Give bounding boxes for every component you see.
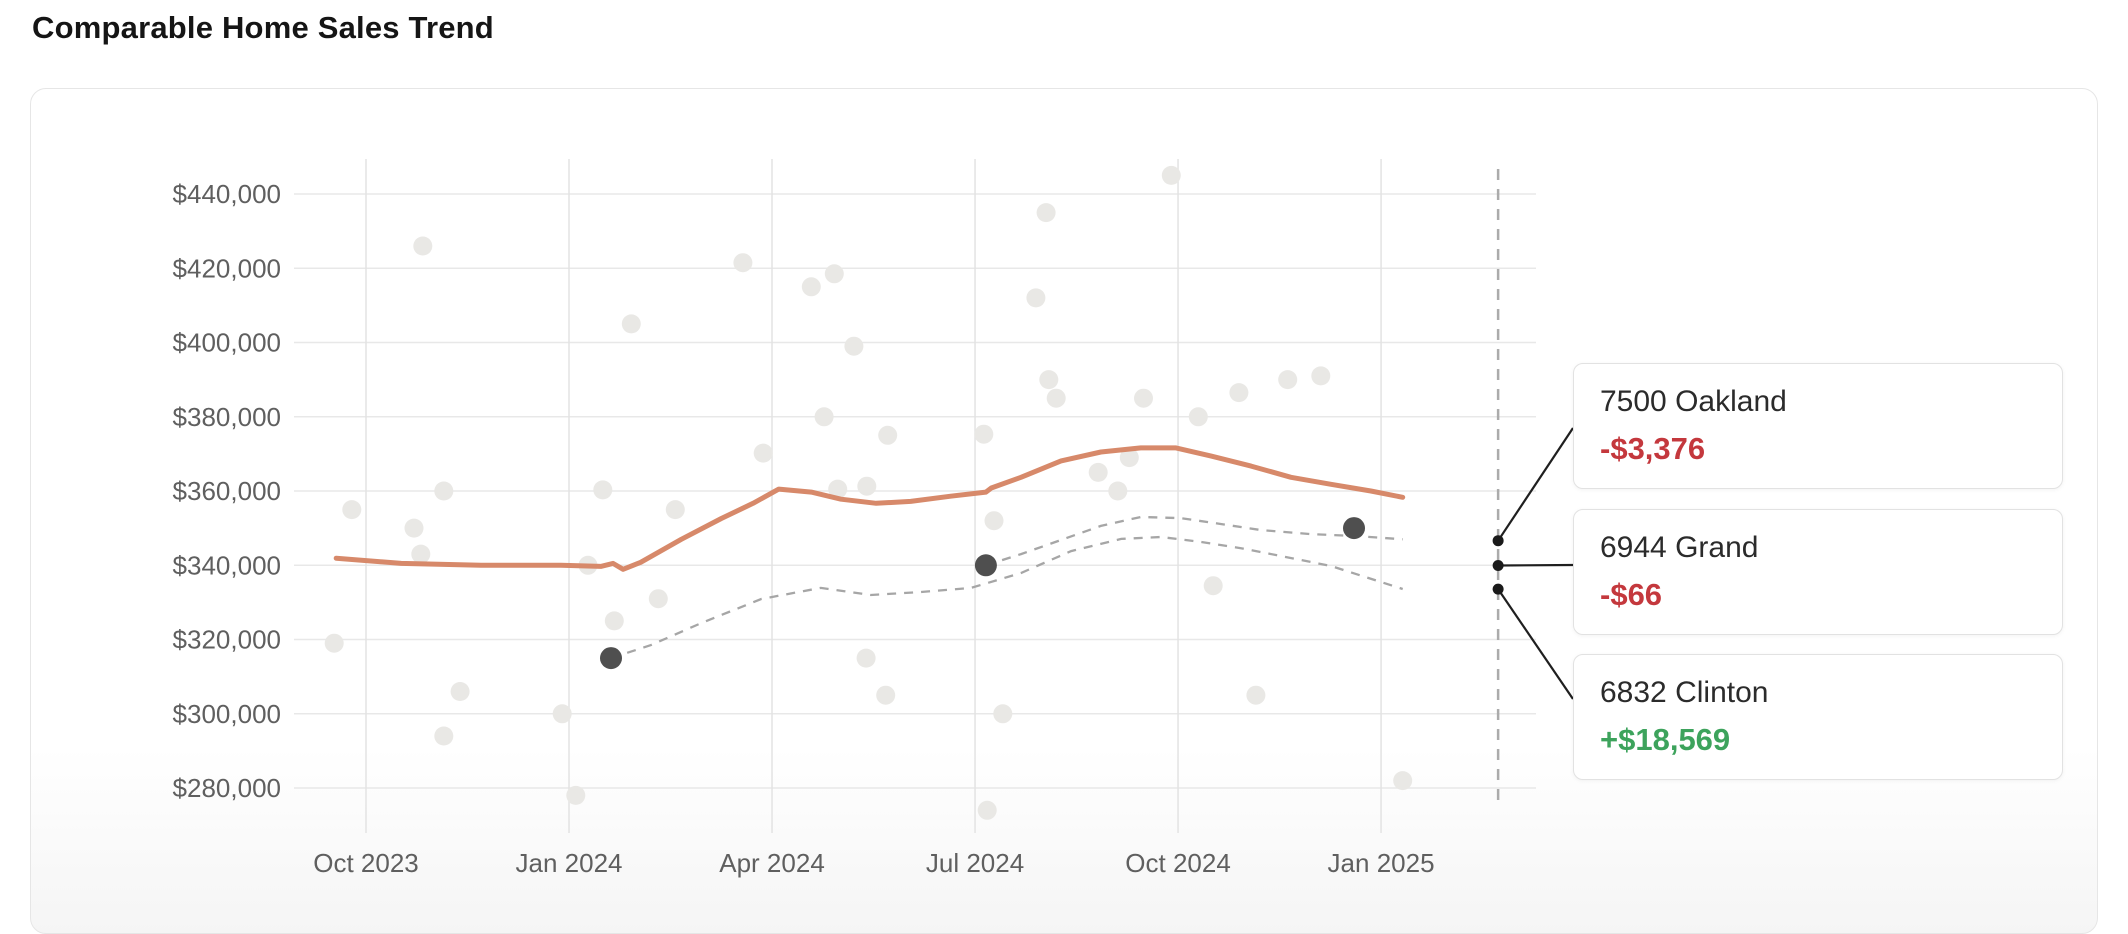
callout-delta: -$66 xyxy=(1600,577,1663,612)
subject-sale-dot[interactable] xyxy=(600,647,622,670)
comp-sale-dot[interactable] xyxy=(552,704,572,724)
comp-sale-dot[interactable] xyxy=(977,800,997,820)
comp-sale-dot[interactable] xyxy=(1088,462,1108,482)
comp-sale-dot[interactable] xyxy=(856,648,876,668)
callout-address: 6832 Clinton xyxy=(1600,676,1769,709)
market-trend-line xyxy=(333,445,1406,572)
callout-connector xyxy=(1498,563,1574,567)
comp-sale-dot[interactable] xyxy=(1134,388,1153,408)
y-tick-label: $320,000 xyxy=(173,625,281,655)
y-tick-label: $420,000 xyxy=(173,253,281,283)
comp-sale-dot[interactable] xyxy=(753,443,773,463)
callout-delta: -$3,376 xyxy=(1600,431,1706,466)
comp-sale-dot[interactable] xyxy=(1119,448,1139,468)
callout-delta: +$18,569 xyxy=(1600,722,1731,757)
estimate-point[interactable] xyxy=(1492,583,1504,595)
home-sales-chart: $440,000 $420,000 $400,000 $380,000 $360,000… xyxy=(173,159,1574,878)
comp-sale-dot[interactable] xyxy=(984,511,1004,531)
comp-sale-dot[interactable] xyxy=(1188,407,1208,427)
y-tick-label: $440,000 xyxy=(173,179,281,209)
y-tick-label: $340,000 xyxy=(173,550,281,580)
callout-address: 7500 Oakland xyxy=(1600,385,1787,418)
comp-sale-dot[interactable] xyxy=(733,253,753,273)
comp-sale-dot[interactable] xyxy=(1229,383,1249,403)
callout-card: 6944 Grand -$66 xyxy=(1573,509,2063,635)
comp-sale-dot[interactable] xyxy=(857,476,877,496)
comp-sale-dot[interactable] xyxy=(1203,576,1223,596)
comp-sale-dot[interactable] xyxy=(604,611,624,631)
subject-sale-dot[interactable] xyxy=(974,554,997,577)
comp-sale-dot[interactable] xyxy=(593,480,613,500)
comp-trend-line-clinton xyxy=(610,535,1404,660)
comp-sale-dot[interactable] xyxy=(404,518,424,538)
x-tick-label: Apr 2024 xyxy=(719,848,825,878)
comp-sale-dot[interactable] xyxy=(566,785,586,805)
comp-sale-dot[interactable] xyxy=(974,424,994,444)
callout-address: 6944 Grand xyxy=(1600,531,1759,564)
y-tick-label: $380,000 xyxy=(173,402,281,432)
callout-connector xyxy=(1497,588,1574,700)
comp-sale-dot[interactable] xyxy=(801,277,821,297)
comp-sale-dot[interactable] xyxy=(814,407,834,427)
comp-sale-dot[interactable] xyxy=(1036,203,1056,223)
comp-sale-dot[interactable] xyxy=(1108,481,1128,501)
callout-card: 7500 Oakland -$3,376 xyxy=(1573,363,2063,489)
comparable-sales-card: $440,000 $420,000 $400,000 $380,000 $360,000… xyxy=(30,88,2098,934)
comp-sale-dot[interactable] xyxy=(1278,370,1298,390)
comp-sale-dot[interactable] xyxy=(621,314,641,334)
comp-sale-dot[interactable] xyxy=(824,264,844,284)
comp-sale-dot[interactable] xyxy=(648,589,668,609)
comp-sale-dot[interactable] xyxy=(1046,388,1066,408)
x-tick-label: Oct 2024 xyxy=(1125,848,1231,878)
y-tick-label: $400,000 xyxy=(173,328,281,358)
comp-sale-dot[interactable] xyxy=(413,236,433,256)
comp-sale-dot[interactable] xyxy=(844,336,864,356)
comp-sale-dot[interactable] xyxy=(993,704,1013,724)
y-tick-label: $300,000 xyxy=(173,699,281,729)
estimate-point[interactable] xyxy=(1492,560,1504,571)
comp-trend-line-grand xyxy=(985,515,1403,567)
subject-sale-dot[interactable] xyxy=(1343,517,1365,540)
comp-sale-dot[interactable] xyxy=(450,682,470,701)
callout-connector xyxy=(1497,427,1574,542)
comp-sale-dot[interactable] xyxy=(828,479,848,499)
comp-sale-dot[interactable] xyxy=(1161,165,1181,185)
comp-sale-dot[interactable] xyxy=(1246,685,1266,705)
comp-sale-dot[interactable] xyxy=(411,544,431,564)
callout-card: 6832 Clinton +$18,569 xyxy=(1573,654,2063,780)
comp-sale-dot[interactable] xyxy=(1039,370,1059,390)
comp-sale-dot[interactable] xyxy=(342,500,362,520)
comp-sale-dot[interactable] xyxy=(1311,366,1331,386)
y-tick-label: $280,000 xyxy=(173,773,281,803)
comp-sale-dot[interactable] xyxy=(434,726,454,746)
x-tick-label: Jan 2024 xyxy=(516,848,623,878)
comp-sale-dot[interactable] xyxy=(665,500,685,520)
comp-sale-dot[interactable] xyxy=(878,425,898,445)
x-tick-label: Jan 2025 xyxy=(1328,848,1435,878)
comp-sale-dot[interactable] xyxy=(1026,288,1046,308)
comp-sale-dot[interactable] xyxy=(876,685,896,705)
x-tick-label: Jul 2024 xyxy=(926,848,1024,878)
comp-sale-dot[interactable] xyxy=(324,633,344,653)
y-tick-label: $360,000 xyxy=(173,476,281,506)
x-tick-label: Oct 2023 xyxy=(313,848,419,878)
estimate-point[interactable] xyxy=(1492,535,1504,547)
comp-sale-dot[interactable] xyxy=(1393,771,1413,791)
page-title: Comparable Home Sales Trend xyxy=(32,10,494,45)
comp-sale-dot[interactable] xyxy=(434,481,454,501)
